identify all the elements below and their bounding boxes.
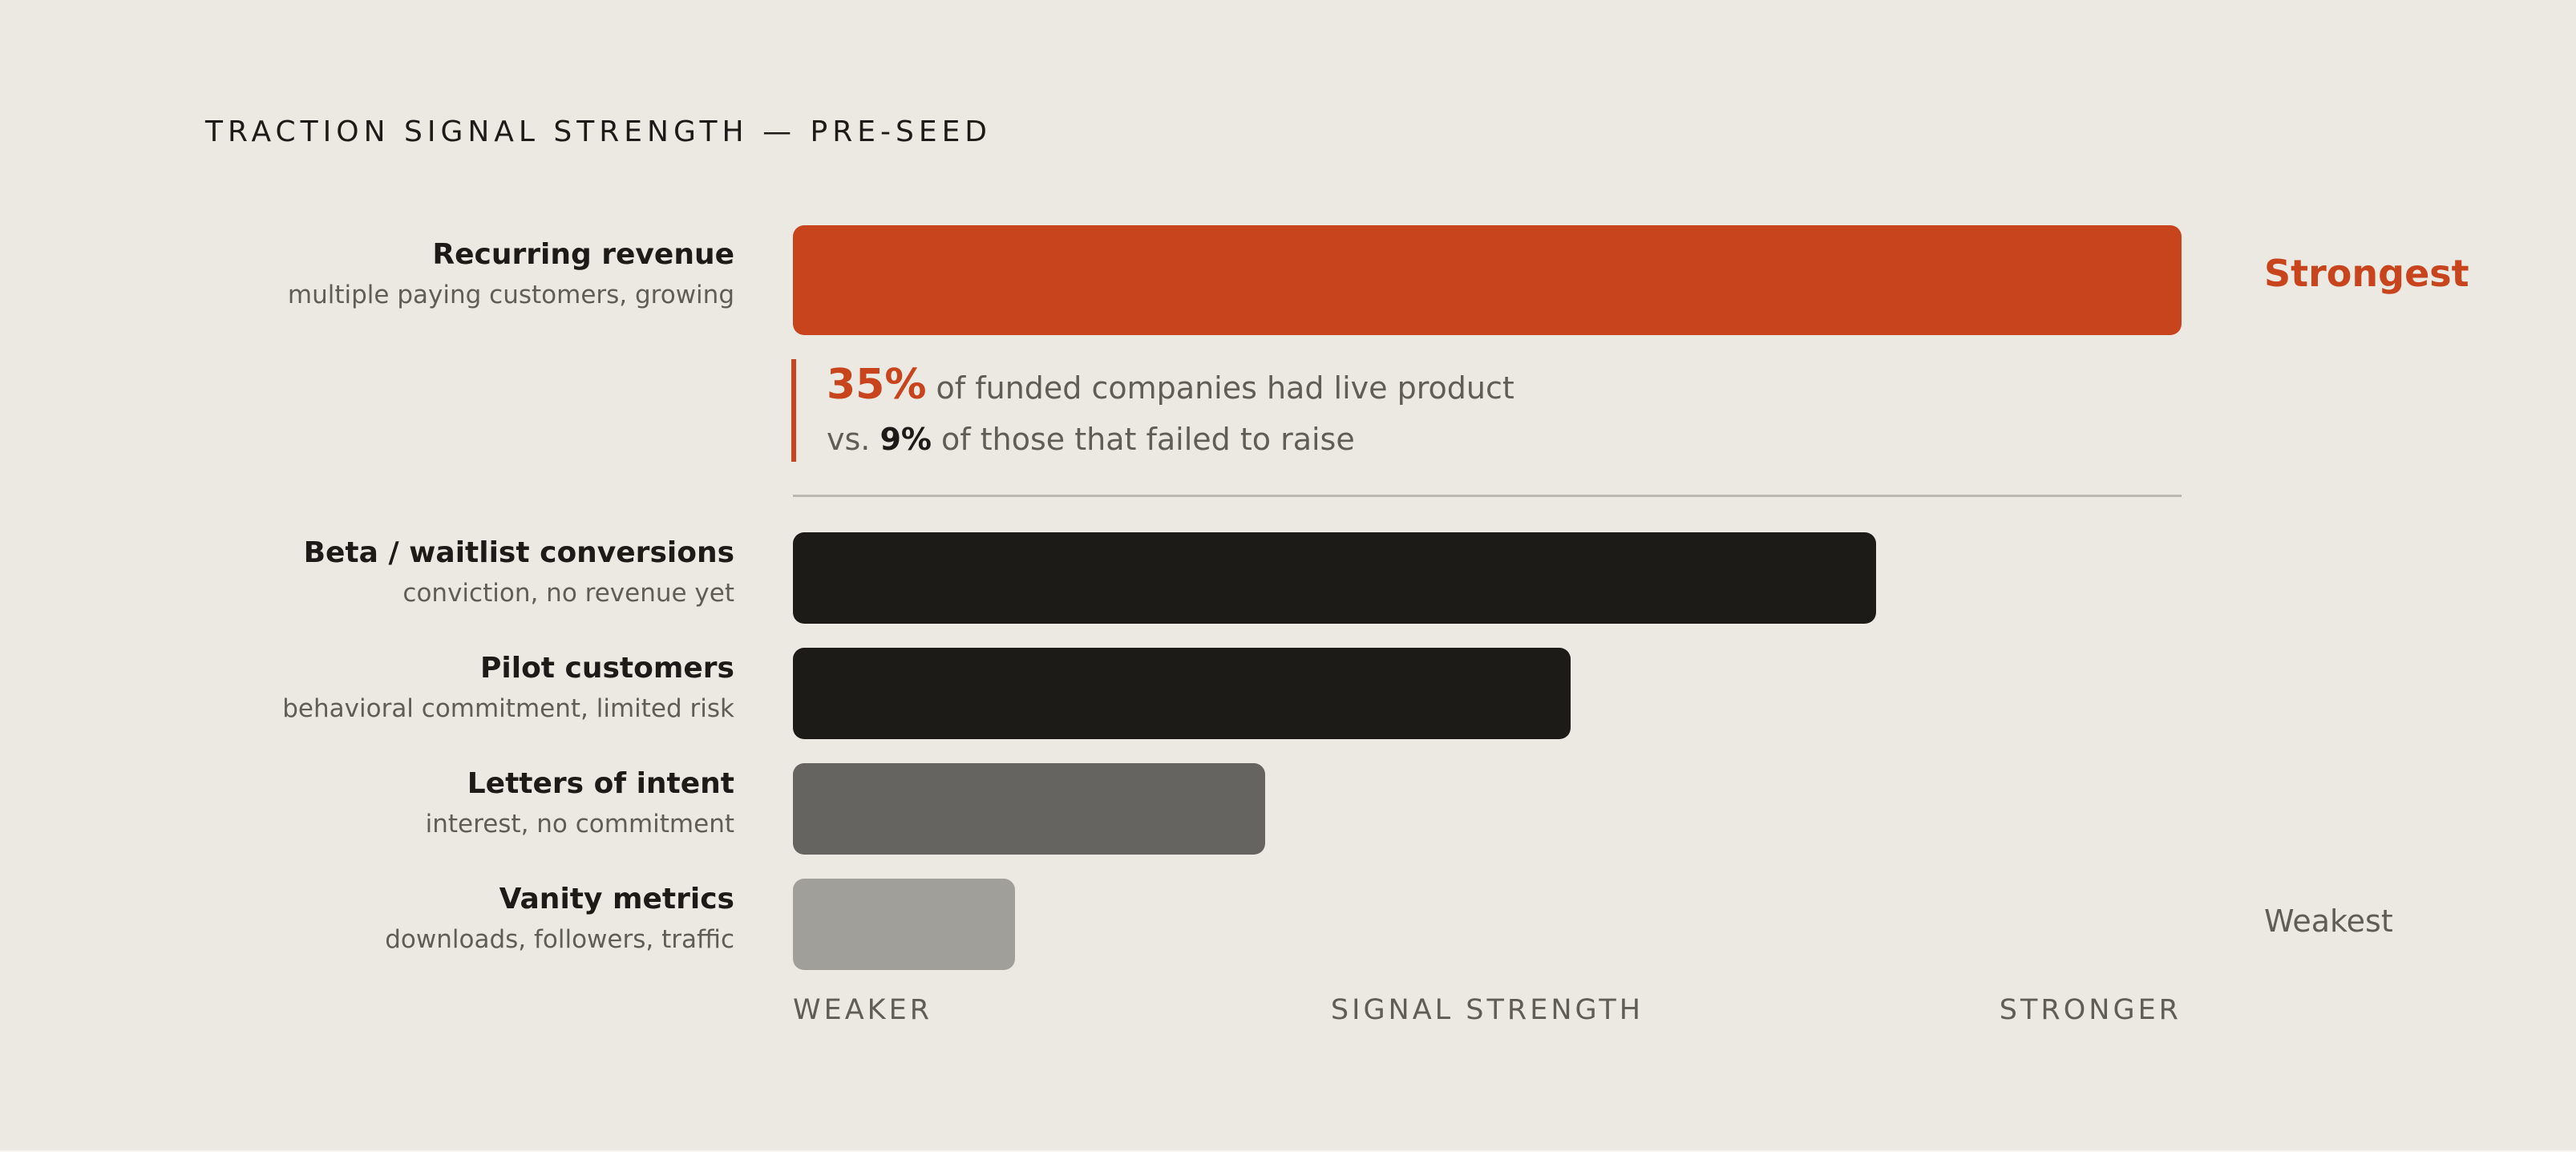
category-vanity-metrics: Vanity metrics downloads, followers, tra… [160,882,734,956]
annotation-text: of funded companies had live product [926,370,1514,406]
chart-title: TRACTION SIGNAL STRENGTH — PRE-SEED [205,115,993,148]
category-label: Pilot customers [480,652,734,685]
bar-letters-of-intent [793,763,1265,855]
annotation-prefix: vs. [827,422,880,457]
category-label: Beta / waitlist conversions [303,536,734,569]
category-recurring-revenue: Recurring revenue multiple paying custom… [160,237,734,311]
category-sublabel: interest, no commitment [425,810,734,839]
annotation-line-2: vs. 9% of those that failed to raise [827,417,1355,462]
axis-label-stronger: STRONGER [1999,994,2182,1026]
category-sublabel: behavioral commitment, limited risk [282,694,734,723]
axis-label-weaker: WEAKER [793,994,933,1026]
section-divider [793,495,2182,497]
category-label: Vanity metrics [499,883,734,916]
end-label-strongest: Strongest [2264,252,2469,295]
bar-pilot-customers [793,648,1571,739]
annotation-line-1: 35% of funded companies had live product [827,359,1514,414]
category-beta-waitlist: Beta / waitlist conversions conviction, … [160,536,734,609]
bar-recurring-revenue [793,225,2182,335]
annotation-stat-value: 35% [827,361,927,409]
category-sublabel: conviction, no revenue yet [402,579,734,608]
annotation-text: of those that failed to raise [931,422,1355,457]
category-label: Letters of intent [467,767,734,800]
bar-beta-waitlist [793,532,1876,624]
axis-title: SIGNAL STRENGTH [1330,994,1644,1026]
bottom-edge-strip [0,1150,2576,1152]
category-label: Recurring revenue [432,238,734,271]
category-letters-of-intent: Letters of intent interest, no commitmen… [160,766,734,840]
annotation-accent-rule [791,359,796,462]
category-pilot-customers: Pilot customers behavioral commitment, l… [160,651,734,725]
annotation-comparison-value: 9% [880,422,932,457]
category-sublabel: multiple paying customers, growing [287,281,734,309]
bar-vanity-metrics [793,879,1015,970]
category-sublabel: downloads, followers, traffic [385,925,734,954]
end-label-weakest: Weakest [2264,903,2393,939]
